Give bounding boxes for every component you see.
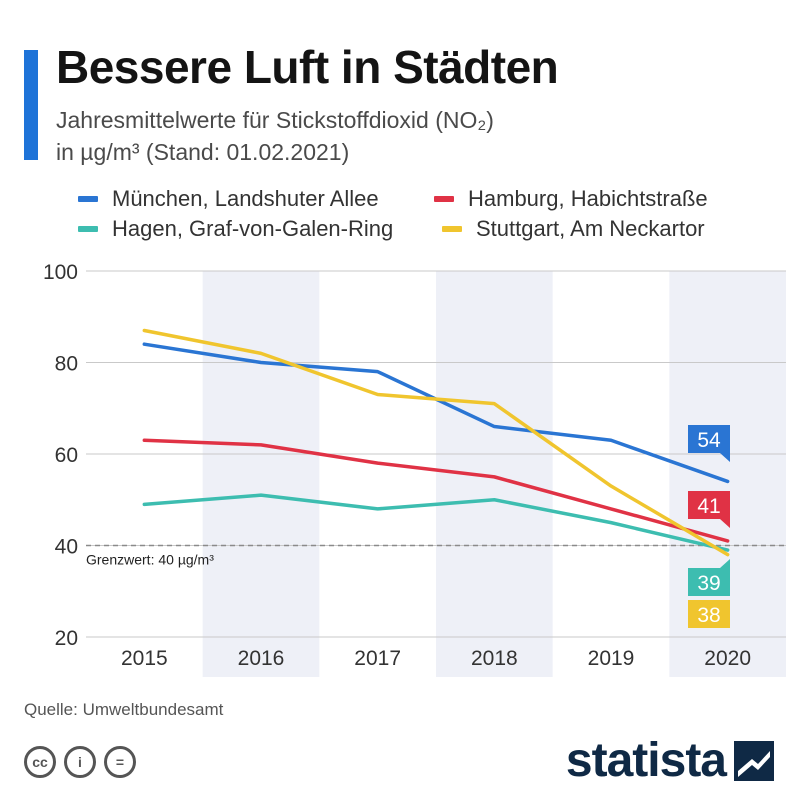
y-tick-label: 20 bbox=[55, 627, 78, 650]
legend-item-muenchen: München, Landshuter Allee bbox=[78, 186, 379, 212]
chart-title: Bessere Luft in Städten bbox=[56, 41, 559, 93]
y-tick-label: 80 bbox=[55, 353, 78, 376]
legend-swatch-hamburg bbox=[434, 196, 454, 202]
threshold-label: Grenzwert: 40 µg/m³ bbox=[86, 552, 214, 568]
line-chart: 20 40 60 80 100 Grenzwert: 40 µg/m³ 2015 2016 20… bbox=[43, 261, 786, 677]
y-tick-label: 100 bbox=[43, 261, 78, 284]
series-line-hamburg bbox=[142, 438, 730, 543]
end-label-hamburg: 41 bbox=[697, 495, 720, 518]
y-tick-label: 60 bbox=[55, 444, 78, 467]
x-tick-label: 2020 bbox=[704, 647, 751, 670]
x-tick-label: 2018 bbox=[471, 647, 518, 670]
x-tick-label: 2017 bbox=[354, 647, 401, 670]
year-band-2018 bbox=[436, 271, 553, 677]
legend-item-hamburg: Hamburg, Habichtstraße bbox=[434, 186, 708, 212]
chart-subtitle: Jahresmittelwerte für Stickstoffdioxid (… bbox=[56, 104, 494, 168]
end-label-box-hamburg bbox=[688, 491, 730, 528]
accent-bar bbox=[24, 50, 38, 160]
end-label-muenchen: 54 bbox=[697, 429, 721, 452]
end-label-box-muenchen bbox=[688, 425, 730, 462]
x-tick-label: 2019 bbox=[588, 647, 635, 670]
end-label-stuttgart: 38 bbox=[697, 604, 720, 627]
by-icon[interactable]: i bbox=[64, 746, 96, 778]
source-note: Quelle: Umweltbundesamt bbox=[24, 700, 224, 719]
license-icons: cc i = bbox=[24, 746, 136, 778]
series-line-stuttgart bbox=[142, 328, 730, 557]
legend-label-hamburg: Hamburg, Habichtstraße bbox=[468, 186, 708, 211]
legend-swatch-hagen bbox=[78, 226, 98, 232]
end-label-box-stuttgart bbox=[688, 600, 730, 628]
cc-icon[interactable]: cc bbox=[24, 746, 56, 778]
legend-swatch-muenchen bbox=[78, 196, 98, 202]
x-tick-label: 2015 bbox=[121, 647, 168, 670]
brand-wordmark: statista bbox=[565, 734, 727, 787]
legend-item-hagen: Hagen, Graf-von-Galen-Ring bbox=[78, 216, 393, 242]
end-label-hagen: 39 bbox=[697, 572, 720, 595]
legend-item-stuttgart: Stuttgart, Am Neckartor bbox=[442, 216, 705, 242]
legend-swatch-stuttgart bbox=[442, 226, 462, 232]
year-band-2016 bbox=[202, 271, 320, 677]
legend-label-hagen: Hagen, Graf-von-Galen-Ring bbox=[112, 216, 394, 241]
legend-label-muenchen: München, Landshuter Allee bbox=[112, 186, 379, 211]
series-line-hagen bbox=[142, 493, 730, 552]
statista-logo[interactable]: statista bbox=[566, 733, 774, 788]
subtitle-line-2: in µg/m³ (Stand: 01.02.2021) bbox=[56, 139, 350, 165]
legend-label-stuttgart: Stuttgart, Am Neckartor bbox=[476, 216, 705, 241]
y-tick-label: 40 bbox=[55, 536, 78, 559]
x-tick-label: 2016 bbox=[238, 647, 285, 670]
end-label-box-hagen bbox=[688, 559, 730, 596]
nd-icon[interactable]: = bbox=[104, 746, 136, 778]
statista-mark-icon bbox=[734, 740, 774, 781]
subtitle-line-1: Jahresmittelwerte für Stickstoffdioxid (… bbox=[56, 107, 494, 133]
